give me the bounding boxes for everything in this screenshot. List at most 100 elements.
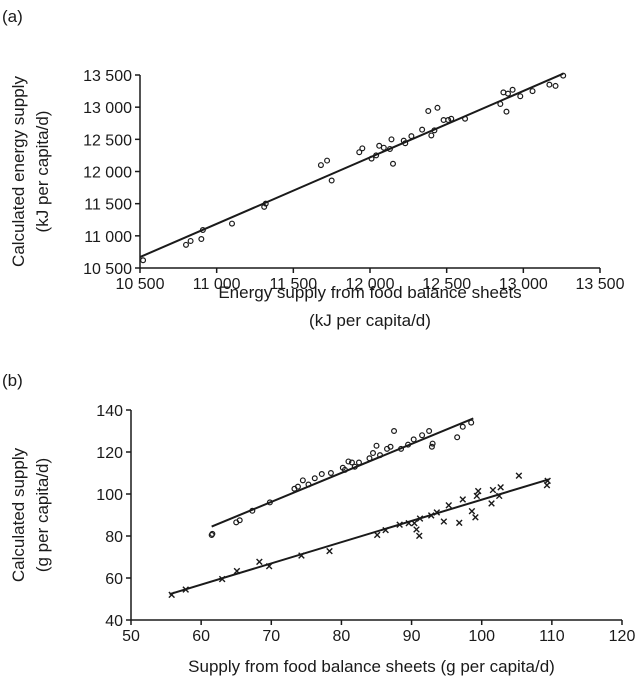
panel-b-y-axis-title: Calculated supply <box>9 447 28 582</box>
panel-b-x-tick-label: 110 <box>539 628 565 645</box>
panel-a-point-circle <box>373 152 380 159</box>
panel-b-point-circle <box>311 475 318 482</box>
panel-a-point-circle <box>560 72 567 79</box>
panel-b-point-circle <box>373 442 380 449</box>
panel-b-point-circle <box>459 423 466 430</box>
panel-a-point-circle <box>546 81 553 88</box>
panel-a-x-tick-label: 11 000 <box>193 276 241 293</box>
panel-a-y-tick-label: 11 500 <box>84 197 132 214</box>
panel-a-y-tick-label: 13 000 <box>83 100 132 117</box>
panel-b-x-axis-title: Supply from food balance sheets (g per c… <box>188 657 555 676</box>
panel-b-point-circle <box>299 477 306 484</box>
panel-b-point-cross <box>495 492 503 500</box>
panel-b-point-circle <box>345 458 352 465</box>
panel-a-point-circle <box>380 144 387 151</box>
panel-a-point-circle <box>552 82 559 89</box>
panel-a-point-circle <box>428 132 435 139</box>
panel-b-point-circle <box>355 459 362 466</box>
panel-b-point-cross <box>474 487 482 495</box>
panel-a-point-circle <box>140 257 147 264</box>
panel-a-point-circle <box>390 160 397 167</box>
panel-a-point-circle <box>431 127 438 134</box>
panel-b-point-circle <box>468 419 475 426</box>
panel-b-x-tick-label: 60 <box>192 628 210 645</box>
panel-a-point-circle <box>408 133 415 140</box>
panel-b-point-circle <box>428 443 435 450</box>
panel-a-point-circle <box>261 203 268 210</box>
panel-b-point-cross <box>455 519 463 527</box>
panel-b-point-cross <box>416 515 424 522</box>
panel-b-label: (b) <box>2 371 23 390</box>
panel-b-y-tick-label: 80 <box>105 529 123 546</box>
panel-b-point-cross <box>473 492 481 500</box>
panel-b-y-tick-label: 60 <box>105 571 123 588</box>
panel-a-point-circle <box>356 149 363 156</box>
panel-a-x-tick-label: 11 500 <box>269 276 317 293</box>
panel-b-point-cross <box>373 531 381 539</box>
panel-a-x-tick-label: 10 500 <box>116 276 165 293</box>
panel-b-point-circle <box>327 470 334 477</box>
panel-b-x-tick-label: 70 <box>262 628 280 645</box>
panel-b-point-cross <box>472 514 479 521</box>
panel-a-y-tick-label: 12 000 <box>83 165 132 182</box>
panel-b-point-cross <box>405 519 413 527</box>
panel-a-point-circle <box>183 241 190 248</box>
panel-b-point-cross <box>427 512 435 519</box>
panel-a-point-circle <box>324 157 331 164</box>
panel-b-x-tick-label: 80 <box>333 628 351 645</box>
panel-a-x-axis-title-line2: (kJ per capita/d) <box>309 311 431 330</box>
panel-a-point-circle <box>434 104 441 111</box>
panel-a-point-circle <box>388 136 395 143</box>
panel-b-point-cross <box>233 567 241 575</box>
panel-a-point-circle <box>529 88 536 95</box>
panel-b-point-circle <box>426 428 433 435</box>
panel-b-point-circle <box>454 434 461 441</box>
panel-a-y-axis-title-line2: (kJ per capita/d) <box>33 111 52 233</box>
panel-b-point-cross <box>413 526 420 533</box>
panel-a-point-circle <box>229 220 236 227</box>
panel-a-point-circle <box>328 177 335 184</box>
panel-b-point-cross <box>326 547 333 555</box>
panel-a-point-circle <box>509 86 516 93</box>
panel-b-point-cross <box>544 477 551 485</box>
panel-a-point-circle <box>462 115 469 122</box>
panel-a-point-circle <box>505 90 512 97</box>
panel-b-point-circle <box>249 507 256 514</box>
panel-b-point-circle <box>266 499 273 506</box>
panel-b-point-circle <box>305 481 312 488</box>
panel-b-y-tick-label: 120 <box>96 445 123 462</box>
panel-a-fit-line <box>139 72 564 258</box>
panel-a-point-circle <box>262 200 269 207</box>
panel-a-point-circle <box>503 108 510 115</box>
panel-b-point-cross <box>489 486 497 494</box>
panel-a-point-circle <box>199 227 206 234</box>
panel-b-point-cross <box>298 552 305 559</box>
panel-b-point-cross <box>182 586 190 593</box>
panel-b-y-tick-label: 40 <box>105 613 123 630</box>
panel-b-point-cross <box>440 518 448 525</box>
panel-a-y-tick-label: 12 500 <box>83 132 132 149</box>
panel-a-point-circle <box>497 100 504 107</box>
panel-b-point-cross <box>468 507 476 515</box>
panel-b-point-cross <box>459 496 467 503</box>
panel-a-x-tick-label: 13 000 <box>499 276 548 293</box>
panel-a-point-circle <box>368 155 375 162</box>
panel-b-point-cross <box>256 558 263 566</box>
panel-b-point-cross <box>396 521 403 528</box>
panel-b-x-tick-label: 120 <box>609 628 636 645</box>
panel-a-y-tick-label: 10 500 <box>83 261 132 278</box>
panel-a-y-axis-title: Calculated energy supply <box>9 76 28 267</box>
panel-b-point-circle <box>366 455 373 462</box>
panel-b-point-circle <box>294 483 301 490</box>
panel-b-point-circle <box>419 432 426 439</box>
panel-b-point-cross <box>433 509 441 516</box>
panel-b-point-circle <box>341 466 348 473</box>
panel-b-fit-line <box>169 478 550 596</box>
panel-b-point-cross <box>515 472 523 480</box>
panel-b-point-circle <box>209 530 216 537</box>
panel-b-point-cross <box>168 591 175 599</box>
panel-a-point-circle <box>386 145 393 152</box>
panel-b-point-cross <box>445 502 453 509</box>
panel-b-y-tick-label: 140 <box>96 403 123 420</box>
